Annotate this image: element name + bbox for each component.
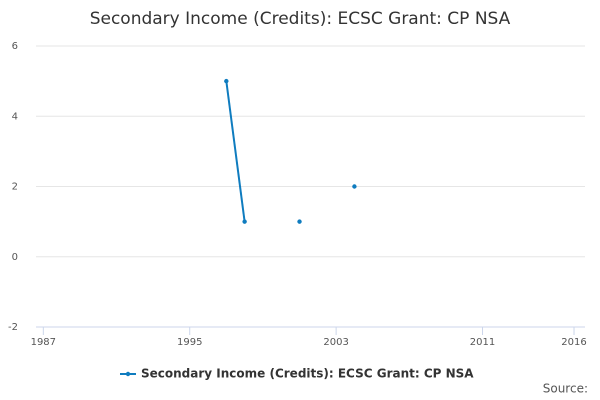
x-tick-label: 2003 — [323, 337, 348, 348]
chart-title: Secondary Income (Credits): ECSC Grant: … — [90, 9, 511, 29]
data-point — [352, 184, 357, 189]
data-point — [224, 78, 229, 84]
data-point — [297, 219, 302, 224]
x-tick-label: 1995 — [177, 337, 202, 348]
y-tick-label: 6 — [12, 41, 18, 52]
y-tick-label: 2 — [12, 182, 18, 193]
x-tick-label: 2011 — [470, 337, 495, 348]
legend-marker — [125, 371, 131, 377]
source: Source: — [543, 382, 588, 396]
data-point — [242, 219, 247, 224]
y-tick-label: 0 — [12, 252, 18, 263]
legend-label: Secondary Income (Credits): ECSC Grant: … — [141, 367, 474, 381]
y-tick-label: -2 — [8, 322, 18, 333]
x-tick-label: 1987 — [31, 337, 56, 348]
y-tick-label: 4 — [12, 111, 18, 122]
x-tick-label: 2016 — [561, 337, 586, 348]
series-line — [226, 81, 354, 222]
